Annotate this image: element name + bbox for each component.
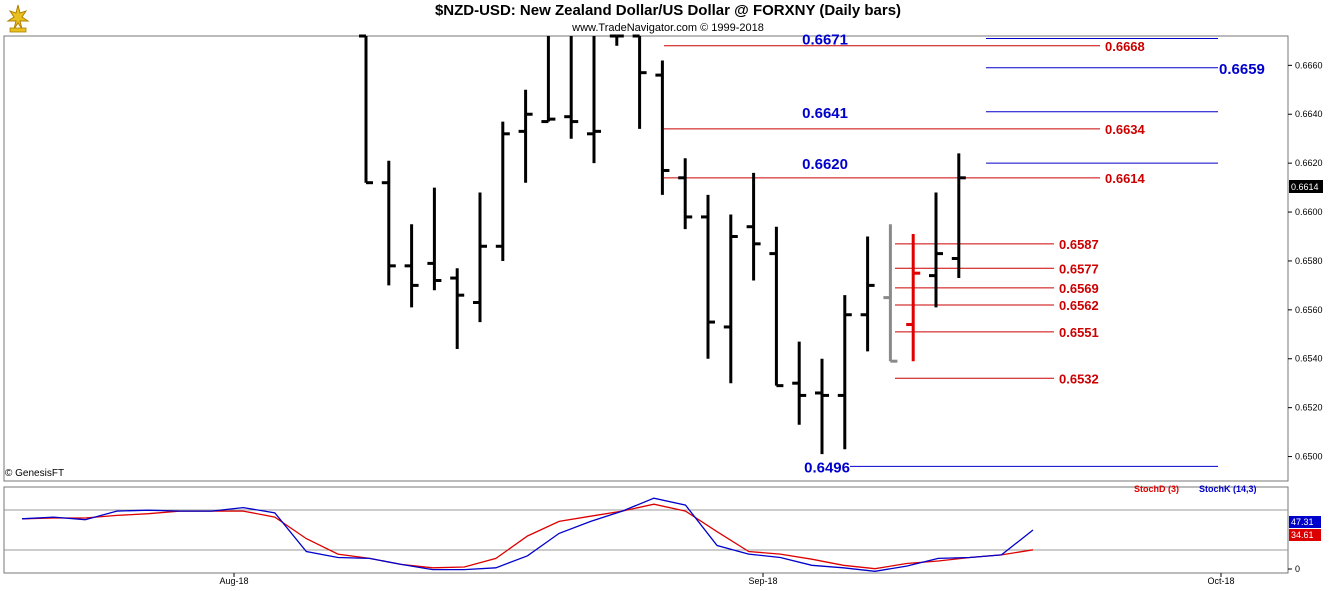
level-label: 0.6569 (1059, 281, 1099, 296)
y-tick-label: 0.6640 (1295, 109, 1323, 119)
stochk-last-label: 47.31 (1291, 517, 1314, 527)
x-tick-label: Oct-18 (1207, 576, 1234, 586)
y-tick-label: 0.6520 (1295, 403, 1323, 413)
level-label: 0.6551 (1059, 325, 1099, 340)
y-tick-label: 0.6600 (1295, 207, 1323, 217)
chart-title: $NZD-USD: New Zealand Dollar/US Dollar @… (434, 2, 902, 19)
stochd-last-box (1289, 529, 1321, 541)
last-price-box (1289, 180, 1323, 193)
x-tick-label: Aug-18 (219, 576, 248, 586)
level-label: 0.6587 (1059, 237, 1099, 252)
level-label: 0.6668 (1105, 39, 1145, 54)
price-panel-frame (3, 35, 1289, 482)
level-label: 0.6641 (802, 105, 848, 122)
level-label: 0.6614 (1105, 171, 1146, 186)
y-tick-label: 0.6540 (1295, 354, 1323, 364)
y-tick-label: 0.6660 (1295, 60, 1323, 70)
level-label: 0.6496 (804, 459, 850, 476)
logo-icon (6, 4, 30, 33)
stoch-panel-frame (3, 486, 1289, 574)
level-label: 0.6620 (802, 156, 848, 173)
stoch-y-tick-label: 0 (1295, 564, 1300, 574)
level-label: 0.6634 (1105, 122, 1146, 137)
stochd-legend: StochD (3) (1134, 484, 1179, 494)
level-label: 0.6562 (1059, 298, 1099, 313)
level-label: 0.6671 (802, 31, 848, 48)
y-tick-label: 0.6500 (1295, 452, 1323, 462)
stochk-legend: StochK (14,3) (1199, 484, 1257, 494)
last-price-label: 0.6614 (1291, 182, 1319, 192)
stochk-last-box (1289, 516, 1321, 528)
level-label: 0.6659 (1219, 61, 1265, 78)
x-tick-label: Sep-18 (748, 576, 777, 586)
y-tick-label: 0.6620 (1295, 158, 1323, 168)
stochd-last-label: 34.61 (1291, 530, 1314, 540)
copyright-label: © GenesisFT (5, 468, 65, 479)
y-tick-label: 0.6560 (1295, 305, 1323, 315)
y-tick-label: 0.6580 (1295, 256, 1323, 266)
level-label: 0.6532 (1059, 371, 1099, 386)
chart-subtitle: www.TradeNavigator.com © 1999-2018 (572, 22, 764, 34)
level-label: 0.6577 (1059, 261, 1099, 276)
stoch-series-line (21, 497, 1034, 572)
